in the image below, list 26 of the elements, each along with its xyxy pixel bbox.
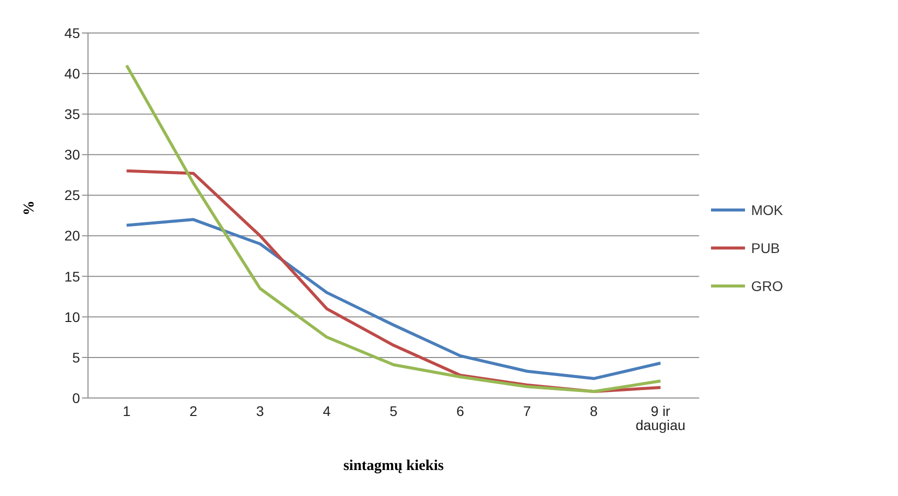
legend-label: MOK xyxy=(751,202,783,218)
x-tick-label: 4 xyxy=(322,402,331,419)
x-tick-label: 2 xyxy=(189,402,198,419)
x-tick-label: 9 ir daugiau xyxy=(636,402,686,433)
line-series xyxy=(125,64,662,394)
y-tick-label: 0 xyxy=(72,390,80,406)
x-tick-label: 5 xyxy=(390,402,398,419)
x-tick-label: 1 xyxy=(122,402,131,419)
legend-label: PUB xyxy=(751,240,780,256)
legend-label: GRO xyxy=(751,278,783,294)
y-axis-title: % xyxy=(21,200,38,216)
x-tick-label: 8 xyxy=(590,402,598,419)
y-tick-label: 10 xyxy=(64,308,80,325)
x-tick-label: 7 xyxy=(523,402,532,419)
line-series xyxy=(125,218,662,380)
x-tick-label: 6 xyxy=(456,402,464,419)
y-tick-label: 30 xyxy=(64,146,80,163)
x-tick-label: 3 xyxy=(256,402,264,419)
y-tick-label: 15 xyxy=(64,268,80,284)
x-axis-title: sintagmų kiekis xyxy=(343,458,444,474)
y-tick-label: 35 xyxy=(64,106,80,122)
y-tick-label: 25 xyxy=(64,187,80,204)
y-tick-label: 45 xyxy=(64,24,80,41)
y-tick-label: 5 xyxy=(72,349,80,366)
y-tick-label: 40 xyxy=(64,66,80,82)
y-tick-label: 20 xyxy=(64,228,80,244)
